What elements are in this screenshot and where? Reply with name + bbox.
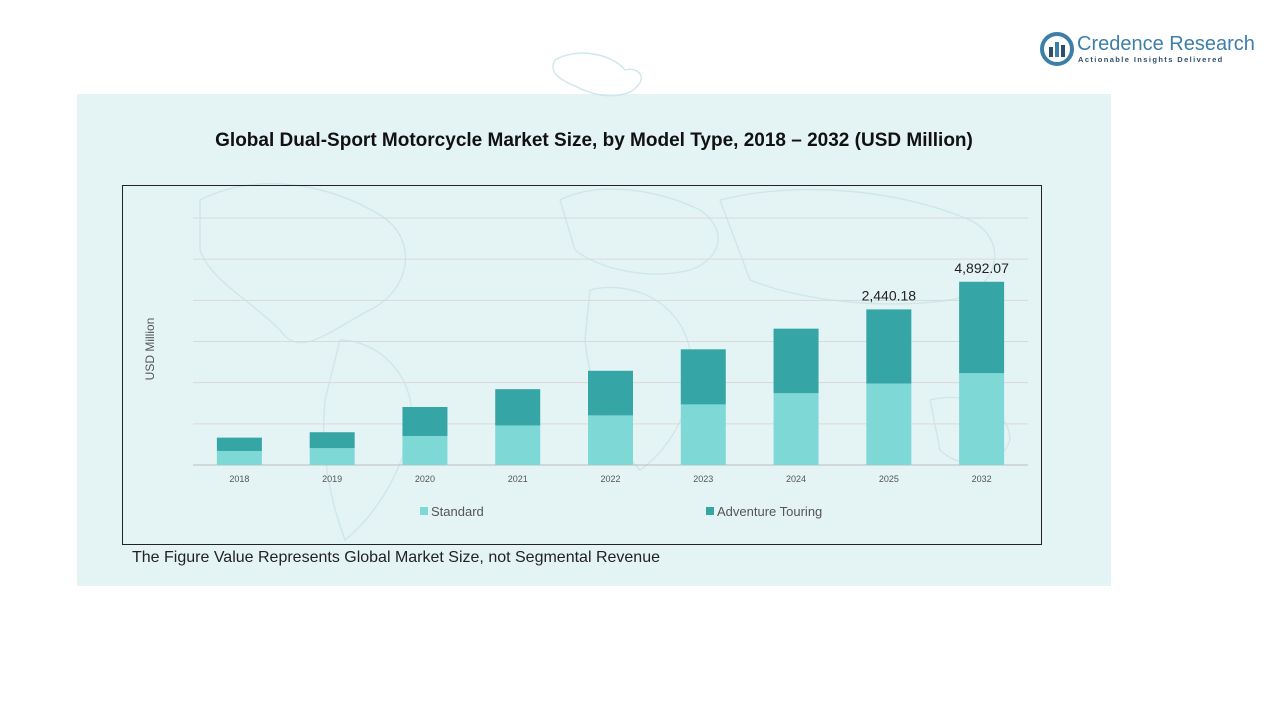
x-tick-label: 2019	[322, 474, 342, 484]
bar-adventure-touring-2021	[495, 389, 541, 426]
bar-adventure-touring-2020	[402, 406, 448, 436]
bar-standard-2024	[773, 393, 819, 465]
brand-tagline: Actionable Insights Delivered	[1078, 55, 1224, 64]
x-tick-label: 2018	[229, 474, 249, 484]
credence-logo-icon	[1040, 32, 1074, 66]
x-tick-label: 2020	[415, 474, 435, 484]
bar-standard-2020	[402, 435, 448, 465]
bar-standard-2025	[866, 383, 912, 465]
bar-standard-2022	[588, 415, 633, 465]
data-label: 2,440.18	[862, 287, 917, 303]
brand-logo-block: Credence Research Actionable Insights De…	[1040, 30, 1270, 70]
bar-standard-2023	[680, 404, 726, 465]
legend-swatch	[420, 507, 428, 515]
legend-swatch	[706, 507, 714, 515]
bar-standard-2032	[959, 373, 1005, 465]
x-tick-label: 2024	[786, 474, 806, 484]
x-tick-label: 2021	[508, 474, 528, 484]
x-tick-label: 2022	[600, 474, 620, 484]
bar-adventure-touring-2023	[680, 349, 726, 405]
bar-adventure-touring-2024	[773, 328, 819, 394]
bar-adventure-touring-2025	[866, 309, 912, 384]
legend-label: Standard	[431, 504, 484, 519]
bar-adventure-touring-2032	[959, 281, 1005, 374]
x-tick-label: 2023	[693, 474, 713, 484]
x-tick-label: 2032	[972, 474, 992, 484]
bar-standard-2019	[309, 448, 355, 465]
bar-standard-2018	[216, 450, 262, 465]
bar-adventure-touring-2019	[309, 432, 355, 449]
data-label: 4,892.07	[954, 260, 1009, 276]
legend-label: Adventure Touring	[717, 504, 822, 519]
x-tick-label: 2025	[879, 474, 899, 484]
chart-frame	[122, 185, 1042, 545]
bar-adventure-touring-2018	[216, 437, 262, 451]
chart-title: Global Dual-Sport Motorcycle Market Size…	[215, 130, 973, 151]
chart-panel	[77, 94, 1111, 586]
brand-name: Credence Research	[1077, 33, 1255, 55]
bar-standard-2021	[495, 425, 541, 465]
footnote: The Figure Value Represents Global Marke…	[132, 549, 660, 566]
bar-adventure-touring-2022	[588, 370, 633, 416]
